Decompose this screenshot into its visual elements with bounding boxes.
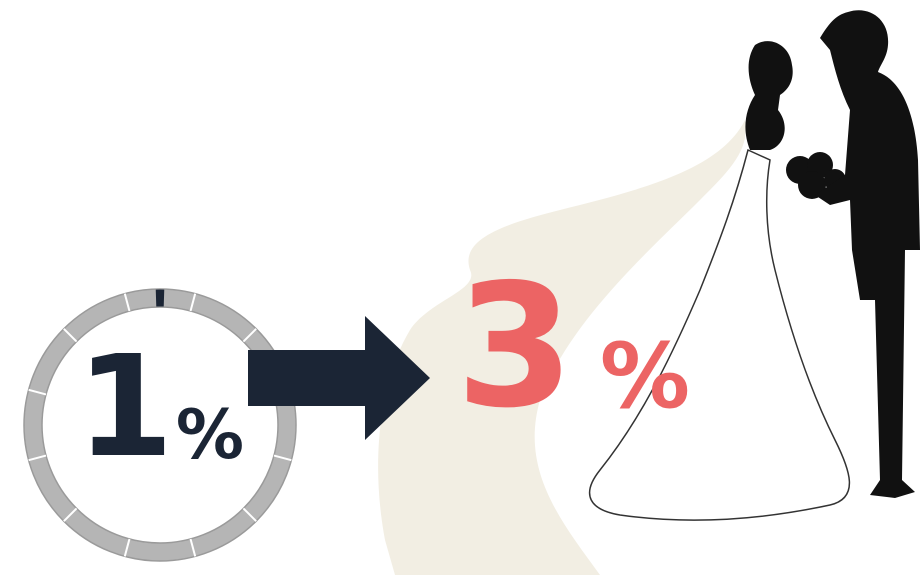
ring-inner-edge (41, 306, 279, 544)
ring-divider (189, 538, 197, 557)
ring-divider (123, 293, 131, 312)
arrow (248, 316, 430, 440)
ring-outer-edge (23, 288, 297, 562)
bouquet (786, 152, 846, 199)
ring-divider (242, 507, 257, 522)
after-value: 3 (456, 248, 574, 446)
ring-divider (28, 388, 47, 396)
after-unit: % (600, 324, 690, 429)
groom (815, 10, 920, 499)
veil (378, 120, 746, 575)
dress (588, 148, 851, 521)
bride (745, 41, 793, 150)
ring-divider (273, 454, 292, 462)
ring-divider (189, 293, 197, 312)
ring-divider (63, 328, 78, 343)
before-value: 1 (76, 326, 173, 489)
before-unit: % (176, 396, 244, 475)
ring-divider (242, 328, 257, 343)
ring-divider (28, 454, 47, 462)
progress-ring (23, 288, 297, 562)
ring-divider (63, 507, 78, 522)
ring-divider (123, 538, 131, 557)
